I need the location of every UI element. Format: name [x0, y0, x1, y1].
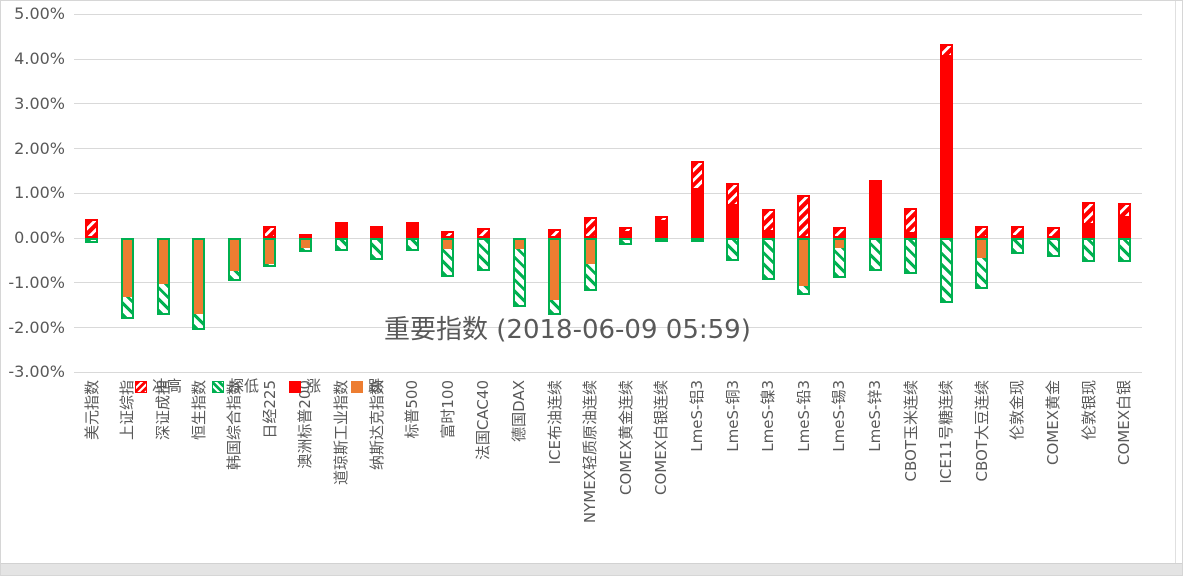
bar-close-up-18 [726, 204, 740, 238]
gridline [74, 193, 1142, 194]
bar-low-18 [726, 238, 740, 262]
bar-low-17 [690, 238, 704, 242]
x-category-label: COMEX白银 [1115, 380, 1134, 465]
legend-swatch-solid-orange [351, 380, 364, 393]
bar-high-20 [797, 195, 811, 238]
bar-close-up-26 [1010, 235, 1024, 238]
bar-close-down-25 [977, 240, 987, 259]
bar-high-13 [548, 229, 562, 238]
bar-close-down-13 [550, 240, 560, 300]
bar-low-29 [1117, 238, 1131, 262]
bar-low-26 [1010, 238, 1024, 255]
bar-low-15 [619, 238, 633, 246]
bar-close-up-24 [939, 54, 953, 238]
bar-close-down-1 [122, 240, 132, 297]
legend: 冲高 探低 涨 跌 [135, 379, 383, 394]
bar-close-down-6 [300, 240, 310, 249]
bar-low-27 [1046, 238, 1060, 258]
bar-close-up-27 [1046, 235, 1060, 238]
bar-low-24 [939, 238, 953, 303]
bar-high-25 [975, 226, 989, 238]
legend-item-跌: 跌 [351, 379, 383, 394]
legend-label: 探低 [229, 377, 260, 395]
bar-close-up-28 [1082, 223, 1096, 238]
bar-high-21 [832, 227, 846, 238]
bar-high-6 [298, 233, 312, 238]
chart-frame-line [1175, 1, 1176, 565]
y-tick-label: 0.00% [14, 228, 65, 247]
bar-low-28 [1082, 238, 1096, 263]
bar-close-down-10 [443, 240, 453, 250]
y-tick-label: 1.00% [14, 183, 65, 203]
y-tick-label: -3.00% [8, 362, 65, 382]
legend-label: 跌 [368, 377, 384, 395]
chart-title: 重要指数 (2018-06-09 05:59) [384, 315, 751, 345]
window-bottom-strip [1, 563, 1182, 575]
legend-item-探低: 探低 [212, 379, 259, 394]
bar-low-23 [904, 238, 918, 275]
bar-close-down-4 [229, 240, 239, 271]
y-tick-label: -2.00% [8, 317, 65, 337]
legend-item-冲高: 冲高 [135, 379, 182, 394]
bar-low-0 [85, 238, 99, 243]
gridline [74, 59, 1142, 60]
y-tick-label: 3.00% [14, 93, 65, 113]
gridline [74, 238, 1142, 239]
legend-swatch-solid-red [289, 380, 302, 393]
bar-close-up-8 [370, 228, 384, 238]
bar-close-down-3 [194, 240, 204, 314]
gridline [74, 327, 1142, 328]
bar-close-up-19 [761, 229, 775, 238]
bar-high-11 [476, 227, 490, 238]
gridline [74, 282, 1142, 283]
bar-close-up-29 [1117, 215, 1131, 238]
bar-close-down-5 [265, 240, 275, 264]
bar-low-7 [334, 238, 348, 251]
bar-close-down-12 [514, 240, 524, 250]
bar-close-up-22 [868, 180, 882, 238]
bar-low-22 [868, 238, 882, 271]
bar-close-up-16 [654, 220, 668, 238]
bar-low-19 [761, 238, 775, 280]
bar-close-up-23 [904, 232, 918, 238]
bar-close-down-2 [158, 240, 168, 284]
y-tick-label: 2.00% [14, 138, 65, 158]
bar-close-up-17 [690, 187, 704, 238]
y-tick-label: 5.00% [14, 4, 65, 24]
bar-close-up-7 [334, 222, 348, 238]
gridline [74, 148, 1142, 149]
bar-close-down-20 [799, 240, 809, 287]
gridline [74, 14, 1142, 15]
bar-high-5 [263, 226, 277, 238]
legend-swatch-hatch-red [135, 380, 147, 393]
bar-high-10 [441, 230, 455, 238]
gridline [74, 372, 1142, 373]
legend-label: 冲高 [152, 377, 183, 395]
bar-close-up-15 [619, 231, 633, 238]
bar-low-12 [512, 238, 526, 308]
bar-high-0 [85, 219, 99, 238]
bar-low-11 [476, 238, 490, 271]
bar-low-16 [654, 238, 668, 243]
y-tick-label: -1.00% [8, 272, 65, 292]
bar-low-9 [405, 238, 419, 251]
legend-item-涨: 涨 [289, 379, 321, 394]
bar-close-up-9 [405, 223, 419, 238]
legend-label: 涨 [306, 377, 322, 395]
bar-low-8 [370, 238, 384, 261]
y-tick-label: 4.00% [14, 49, 65, 68]
gridline [74, 103, 1142, 104]
bar-high-14 [583, 216, 597, 238]
bar-close-down-21 [834, 240, 844, 249]
bar-close-down-14 [585, 240, 595, 264]
legend-swatch-hatch-green [212, 380, 225, 393]
